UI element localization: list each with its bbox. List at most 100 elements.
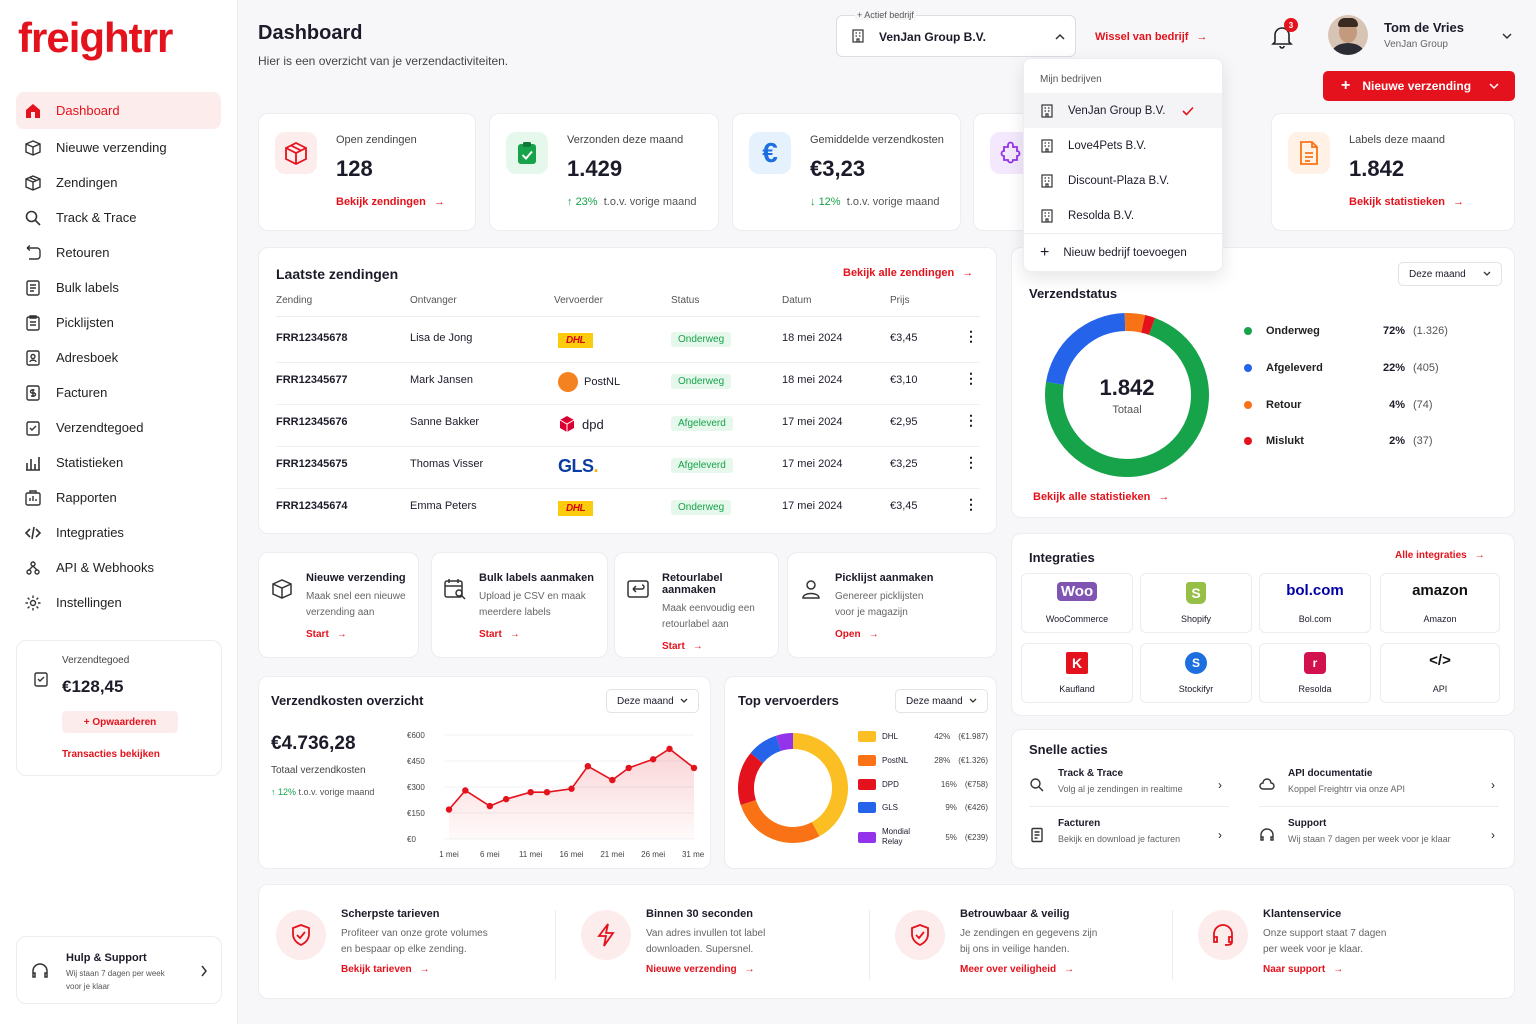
more-options-icon[interactable]: ⋮ <box>964 496 978 512</box>
quick-action-card[interactable]: Bulk labels aanmaken Upload je CSV en maa… <box>431 552 608 658</box>
topup-button[interactable]: + Opwaarderen <box>62 711 178 733</box>
more-options-icon[interactable]: ⋮ <box>964 328 978 344</box>
integration-tile[interactable]: </> API <box>1380 643 1500 703</box>
sidebar-item-track-trace[interactable]: Track & Trace <box>16 200 221 235</box>
menu-item-company[interactable]: Resolda B.V. <box>1024 198 1222 233</box>
more-options-icon[interactable]: ⋮ <box>964 454 978 470</box>
status-period-select[interactable]: Deze maand <box>1398 262 1502 286</box>
sidebar-item-api-webhooks[interactable]: API & Webhooks <box>16 550 221 585</box>
help-card[interactable]: Hulp & Support Wij staan 7 dagen per wee… <box>16 936 222 1004</box>
menu-item-company[interactable]: VenJan Group B.V. <box>1024 93 1222 128</box>
sidebar-item-zendingen[interactable]: Zendingen <box>16 165 221 200</box>
switch-company-link[interactable]: Wissel van bedrijf → <box>1095 31 1208 43</box>
sidebar-item-statistieken[interactable]: Statistieken <box>16 445 221 480</box>
sidebar-item-rapporten[interactable]: Rapporten <box>16 480 221 515</box>
section-title: Verzendkosten overzicht <box>271 693 424 708</box>
snelle-actie-item[interactable]: Facturen Bekijk en download je facturen › <box>1029 818 1229 858</box>
wallet-icon <box>34 672 48 687</box>
sidebar-item-dashboard[interactable]: Dashboard <box>16 92 221 129</box>
quick-action-link[interactable]: Start → <box>306 629 347 640</box>
brand-logo[interactable]: freightrr <box>18 14 173 61</box>
all-shipments-link[interactable]: Bekijk alle zendingen → <box>843 267 974 279</box>
snelle-actie-title: API documentatie <box>1288 768 1373 779</box>
kpi-link[interactable]: Bekijk zendingen → <box>336 196 445 208</box>
transactions-link[interactable]: Transacties bekijken <box>62 749 160 760</box>
status-label: Mislukt <box>1266 435 1304 447</box>
sidebar-item-verzendtegoed[interactable]: Verzendtegoed <box>16 410 221 445</box>
quick-action-link[interactable]: Start → <box>662 641 703 652</box>
quick-action-link[interactable]: Start → <box>479 629 520 640</box>
balance-value: €128,45 <box>62 677 124 696</box>
sidebar-item-integraties[interactable]: Integpraties <box>16 515 221 550</box>
sidebar-item-nieuwe-verzending[interactable]: Nieuwe verzending <box>16 130 221 165</box>
feature-link[interactable]: Bekijk tarieven → <box>341 964 430 975</box>
costs-card: Verzendkosten overzicht Deze maand €4.73… <box>258 676 711 869</box>
feature-link[interactable]: Meer over veiligheid → <box>960 964 1075 975</box>
postnl-logo-icon <box>558 372 578 392</box>
snelle-actie-item[interactable]: Track & Trace Volg al je zendingen in rea… <box>1029 768 1229 808</box>
status-legend-item: Afgeleverd 22% (405) <box>1244 362 1439 374</box>
avatar[interactable] <box>1328 15 1368 55</box>
menu-item-company[interactable]: Discount-Plaza B.V. <box>1024 163 1222 198</box>
carriers-period-select[interactable]: Deze maand <box>895 689 988 713</box>
data-point <box>649 756 657 763</box>
new-shipment-button[interactable]: + Nieuwe verzending <box>1323 71 1515 101</box>
all-integrations-link[interactable]: Alle integraties → <box>1395 550 1485 561</box>
table-row[interactable]: FRR12345677 Mark Jansen PostNL Onderweg 18 m… <box>276 370 980 405</box>
kpi-link[interactable]: Bekijk statistieken → <box>1349 196 1464 208</box>
integration-tile[interactable]: S Shopify <box>1140 573 1252 633</box>
integration-tile[interactable]: Woo WooCommerce <box>1021 573 1133 633</box>
chevron-down-icon <box>969 698 977 703</box>
donut-slice-0 <box>792 733 848 837</box>
sidebar-item-adresboek[interactable]: Adresboek <box>16 340 221 375</box>
carrier-legend-item: DHL 42% (€1.987) <box>858 731 988 742</box>
snelle-actie-item[interactable]: API documentatie Koppel Freightrr via onz… <box>1259 768 1499 808</box>
menu-item-company[interactable]: Love4Pets B.V. <box>1024 128 1222 163</box>
quick-action-title: Retourlabel aanmaken <box>662 572 723 596</box>
more-options-icon[interactable]: ⋮ <box>964 412 978 428</box>
carrier-legend-item: GLS 9% (€426) <box>858 802 988 813</box>
carrier-logo-icon <box>858 831 876 843</box>
donut-slice-3 <box>1141 315 1156 335</box>
table-row[interactable]: FRR12345678 Lisa de Jong DHL Onderweg 18 mei… <box>276 328 980 363</box>
feature-link[interactable]: Naar support → <box>1263 964 1344 975</box>
feature-item: Binnen 30 seconden Van adres invullen tot… <box>581 908 870 988</box>
sidebar-item-picklijsten[interactable]: Picklijsten <box>16 305 221 340</box>
integration-tile[interactable]: amazon Amazon <box>1380 573 1500 633</box>
quick-action-link[interactable]: Open → <box>835 629 879 640</box>
integration-tile[interactable]: bol.com Bol.com <box>1259 573 1371 633</box>
sidebar-item-instellingen[interactable]: Instellingen <box>16 585 221 620</box>
cloud-icon <box>1259 777 1275 798</box>
notification-button[interactable]: 3 <box>1270 18 1298 50</box>
feature-link[interactable]: Nieuwe verzending → <box>646 964 755 975</box>
sidebar-item-retouren[interactable]: Retouren <box>16 235 221 270</box>
shopify-logo-icon: S <box>1186 582 1206 604</box>
company-selector[interactable]: + Actief bedrijf VenJan Group B.V. <box>836 10 1076 57</box>
sidebar-item-bulk-labels[interactable]: Bulk labels <box>16 270 221 305</box>
snelle-actie-item[interactable]: Support Wij staan 7 dagen per week voor j… <box>1259 818 1499 858</box>
quick-action-card[interactable]: Retourlabel aanmaken Maak eenvoudig een re… <box>614 552 779 658</box>
menu-item-add-company[interactable]: + Nieuw bedrijf toevoegen <box>1040 243 1187 261</box>
sidebar-item-facturen[interactable]: Facturen <box>16 375 221 410</box>
shipment-date: 17 mei 2024 <box>782 458 843 470</box>
costs-period-select[interactable]: Deze maand <box>606 689 699 713</box>
quick-action-card[interactable]: Nieuwe verzending Maak snel een nieuwe ver… <box>258 552 419 658</box>
table-row[interactable]: FRR12345674 Emma Peters DHL Onderweg 17 mei … <box>276 496 980 520</box>
sidebar-nav: Dashboard Nieuwe verzending Zendingen Tr… <box>16 92 221 620</box>
chevron-down-icon[interactable] <box>1502 33 1512 40</box>
integration-tile[interactable]: r Resolda <box>1259 643 1371 703</box>
integration-tile[interactable]: K Kaufland <box>1021 643 1133 703</box>
table-row[interactable]: FRR12345676 Sanne Bakker dpd Afgeleverd 17 m… <box>276 412 980 447</box>
data-point <box>625 764 632 772</box>
headset-icon <box>32 963 48 978</box>
shipment-id: FRR12345677 <box>276 374 348 386</box>
quick-action-card[interactable]: Picklijst aanmaken Genereer picklijsten vo… <box>787 552 997 658</box>
integration-tile[interactable]: S Stockifyr <box>1140 643 1252 703</box>
feature-desc: per week voor je klaar. <box>1263 944 1364 955</box>
snelle-actie-desc: Bekijk en download je facturen <box>1058 834 1181 844</box>
more-options-icon[interactable]: ⋮ <box>964 370 978 386</box>
all-stats-link[interactable]: Bekijk alle statistieken → <box>1033 491 1170 503</box>
user-name: Tom de Vries <box>1384 20 1464 35</box>
donut-slice-2 <box>1124 313 1146 333</box>
table-row[interactable]: FRR12345675 Thomas Visser GLS. Afgeleverd 17… <box>276 454 980 489</box>
